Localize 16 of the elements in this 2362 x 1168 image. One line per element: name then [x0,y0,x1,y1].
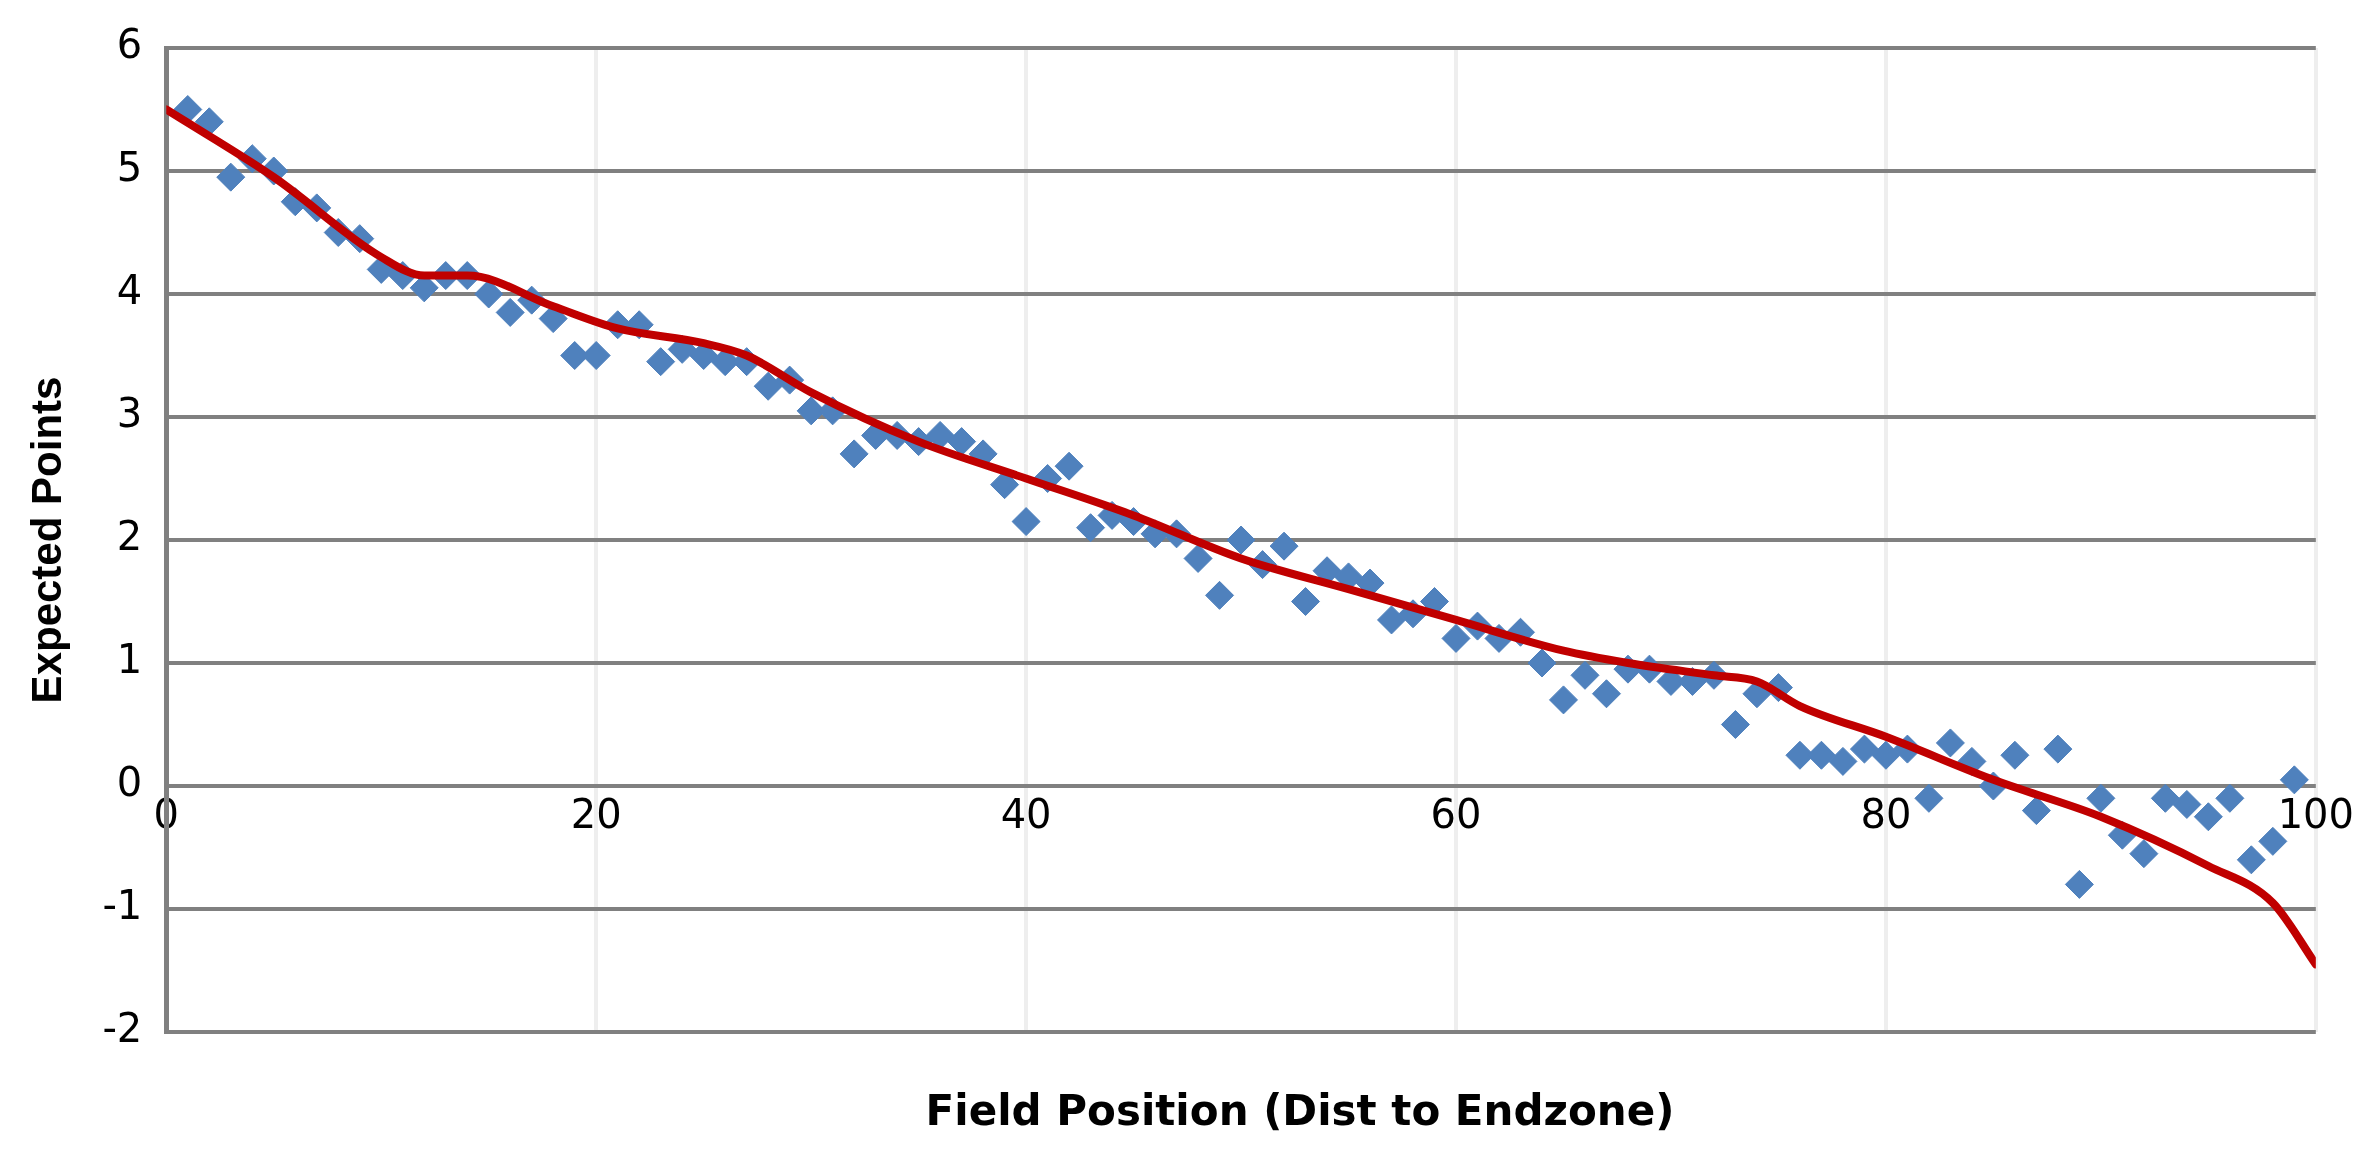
y-tick-label: -1 [102,882,143,929]
y-tick-label: 2 [116,513,143,560]
y-tick-label: 5 [116,144,143,191]
x-tick-label: 40 [1000,791,1052,838]
y-tick-label: 1 [116,636,143,683]
y-tick-label: 4 [116,267,143,314]
y-axis-title: Expected Points [22,376,70,704]
x-tick-label: 20 [570,791,622,838]
x-tick-label: 60 [1430,791,1482,838]
x-tick-label: 100 [2277,791,2355,838]
y-tick-label: -2 [102,1005,143,1052]
y-tick-label: 6 [116,21,143,68]
x-axis-title: Field Position (Dist to Endzone) [924,1086,1676,1135]
y-tick-label: 0 [116,759,143,806]
y-tick-label: 3 [116,390,143,437]
x-tick-label: 80 [1860,791,1912,838]
